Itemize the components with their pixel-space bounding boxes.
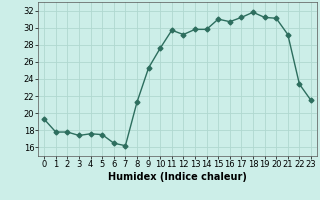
X-axis label: Humidex (Indice chaleur): Humidex (Indice chaleur) [108,172,247,182]
